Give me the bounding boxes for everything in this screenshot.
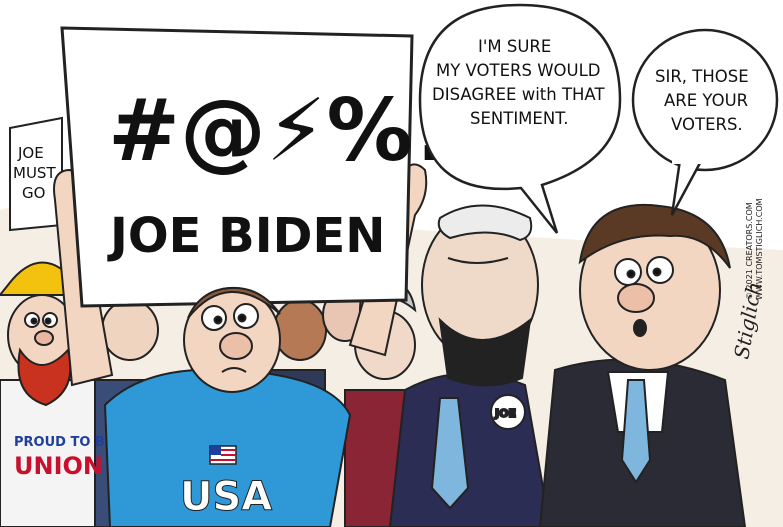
speech-bubble-aide: SIR, THOSE ARE YOUR VOTERS. <box>631 28 779 216</box>
speech-bubble-biden: I'M SURE MY VOTERS WOULD DISAGREE with T… <box>418 3 622 234</box>
credit-line2: WWW.TOMSTIGLICH.COM <box>755 198 764 300</box>
protester-main: USA <box>103 286 352 527</box>
biden-figure: JOE <box>388 204 552 527</box>
sign-main-name: JOE BIDEN <box>107 208 385 264</box>
sign-left-line1: JOE <box>17 144 44 162</box>
sign-left-line2: MUST <box>13 164 56 182</box>
bubble-biden-line1: I'M SURE <box>478 37 551 56</box>
shirt-text: USA <box>180 474 272 520</box>
credits: © 2021 CREATORS.COM WWW.TOMSTIGLICH.COM <box>745 198 764 300</box>
bubble-aide-line2: ARE YOUR <box>664 91 748 110</box>
aide-hair-icon <box>578 204 731 269</box>
bubble-aide-line3: VOTERS. <box>671 115 743 134</box>
red-beard-icon <box>17 347 72 407</box>
union-sign-line1: PROUD TO BE <box>14 435 114 450</box>
sign-main: #@⚡%! JOE BIDEN <box>60 26 452 308</box>
credit-line1: © 2021 CREATORS.COM <box>745 202 754 300</box>
bubble-biden-line2: MY VOTERS WOULD <box>436 61 601 80</box>
bubble-biden-line4: SENTIMENT. <box>470 109 569 128</box>
sign-main-symbols: #@⚡%! <box>108 81 452 181</box>
union-sign-line2: UNION <box>14 452 103 480</box>
sign-left-line3: GO <box>22 184 45 202</box>
face-mask-icon <box>438 317 532 387</box>
bubble-biden-line3: DISAGREE with THAT <box>432 85 605 104</box>
aide-figure <box>538 204 747 527</box>
sign-joe-must-go: JOE MUST GO <box>9 116 63 232</box>
lapel-pin <box>490 394 526 430</box>
lapel-pin-text: JOE <box>494 407 516 420</box>
bubble-aide-line1: SIR, THOSE <box>655 67 749 86</box>
union-sign: PROUD TO BE UNION <box>14 435 114 480</box>
